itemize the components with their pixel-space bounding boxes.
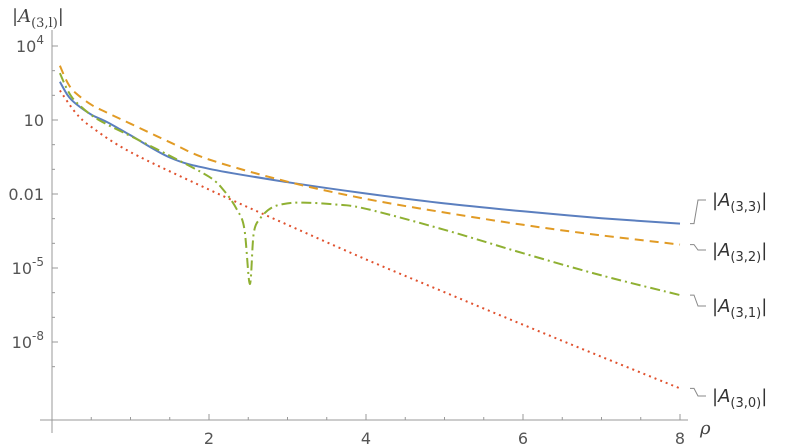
legend: |A(3,3)| |A(3,2)| |A(3,1)| |A(3,0)|: [690, 190, 767, 411]
x-tick-label: 8: [675, 429, 685, 447]
legend-connector: [690, 199, 706, 225]
legend-connector: [690, 294, 706, 307]
axes: 2 4 6 8 104 10 0.01 10-5 10-8: [8, 30, 688, 447]
x-tick-label: 4: [361, 429, 371, 447]
series-line-33: [59, 81, 681, 225]
y-ticks: 104 10 0.01 10-5 10-8: [8, 33, 58, 368]
legend-connector: [690, 387, 706, 397]
y-tick-label: 0.01: [8, 185, 44, 204]
series-lines: [58, 65, 681, 390]
legend-label: |A(3,1)|: [712, 296, 767, 321]
y-tick-label: 104: [16, 33, 44, 56]
series-line-32: [58, 65, 681, 246]
x-axis-label: ρ: [699, 418, 711, 439]
y-tick-label: 10: [24, 111, 44, 130]
y-tick-label: 10-8: [12, 329, 44, 352]
x-ticks: 2 4 6 8: [90, 414, 685, 447]
series-line-30: [59, 89, 681, 390]
legend-label: |A(3,0)|: [712, 386, 767, 411]
legend-connector: [690, 244, 706, 251]
y-tick-label: 10-5: [12, 255, 44, 278]
y-axis-label: |A(3,l)|: [12, 6, 64, 31]
legend-label: |A(3,3)|: [712, 190, 767, 215]
series-line-31: [58, 72, 681, 297]
x-tick-label: 2: [204, 429, 214, 447]
x-tick-label: 6: [518, 429, 528, 447]
legend-label: |A(3,2)|: [712, 240, 767, 265]
